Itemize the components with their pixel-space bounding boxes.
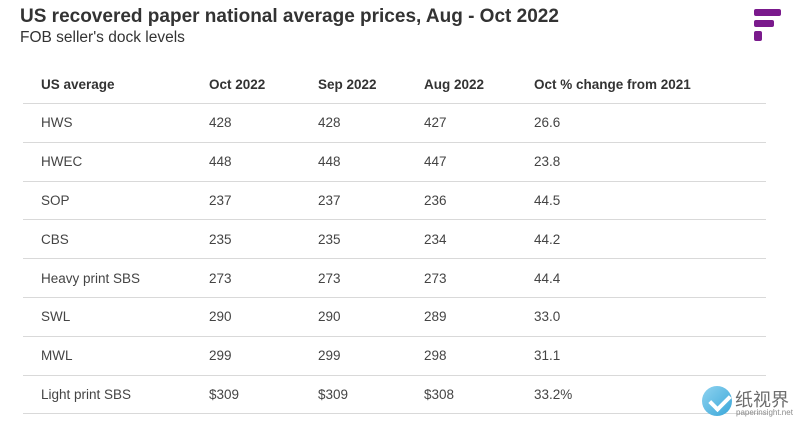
column-header: Oct 2022 <box>191 66 300 104</box>
price-cell: 31.1 <box>516 336 766 376</box>
price-cell: 237 <box>300 181 406 221</box>
grade-name-cell: Heavy print SBS <box>23 258 191 298</box>
chart-title: US recovered paper national average pric… <box>20 6 559 27</box>
price-cell: 234 <box>406 219 516 260</box>
price-cell: 428 <box>191 103 300 143</box>
chart-subtitle: FOB seller's dock levels <box>20 29 185 46</box>
price-cell: $309 <box>191 375 300 415</box>
price-cell: 298 <box>406 336 516 376</box>
grade-name-cell: HWS <box>23 103 191 143</box>
grade-name-cell: CBS <box>23 219 191 260</box>
price-cell: 44.2 <box>516 219 766 260</box>
table-row: MWL 299 299 298 31.1 <box>23 336 766 376</box>
price-cell: 289 <box>406 297 516 337</box>
table-row: Light print SBS $309 $309 $308 33.2% <box>23 375 766 415</box>
price-cell: 236 <box>406 181 516 221</box>
table-row: CBS 235 235 234 44.2 <box>23 219 766 260</box>
price-cell: 273 <box>300 258 406 298</box>
price-cell: 299 <box>300 336 406 376</box>
table-header-row: US average Oct 2022 Sep 2022 Aug 2022 Oct % … <box>23 66 766 104</box>
grade-name-cell: Light print SBS <box>23 375 191 415</box>
price-cell: 237 <box>191 181 300 221</box>
column-header: Oct % change from 2021 <box>516 66 766 104</box>
price-cell: 290 <box>191 297 300 337</box>
table-row: HWEC 448 448 447 23.8 <box>23 142 766 182</box>
price-table: US average Oct 2022 Sep 2022 Aug 2022 Oct % … <box>23 66 766 415</box>
grade-name-cell: SOP <box>23 181 191 221</box>
price-cell: $308 <box>406 375 516 415</box>
watermark-url-text: paperinsight.net <box>736 408 793 417</box>
table-row: HWS 428 428 427 26.6 <box>23 103 766 143</box>
price-cell: 299 <box>191 336 300 376</box>
price-cell: 448 <box>191 142 300 182</box>
watermark-chinese-text: 纸视界 <box>735 390 789 411</box>
price-cell: $309 <box>300 375 406 415</box>
table-row: SOP 237 237 236 44.5 <box>23 181 766 221</box>
table-row: SWL 290 290 289 33.0 <box>23 297 766 337</box>
price-cell: 273 <box>406 258 516 298</box>
price-cell: 290 <box>300 297 406 337</box>
brand-logo-icon <box>754 9 781 41</box>
grade-name-cell: HWEC <box>23 142 191 182</box>
column-header: US average <box>23 66 191 104</box>
price-cell: 33.0 <box>516 297 766 337</box>
price-cell: 235 <box>191 219 300 260</box>
grade-name-cell: MWL <box>23 336 191 376</box>
column-header: Sep 2022 <box>300 66 406 104</box>
price-cell: 26.6 <box>516 103 766 143</box>
price-cell: 448 <box>300 142 406 182</box>
grade-name-cell: SWL <box>23 297 191 337</box>
price-cell: 23.8 <box>516 142 766 182</box>
price-cell: 447 <box>406 142 516 182</box>
table-body: HWS 428 428 427 26.6 HWEC 448 448 447 23.8 SOP 237 2… <box>23 103 766 415</box>
price-cell: 273 <box>191 258 300 298</box>
price-cell: 44.5 <box>516 181 766 221</box>
price-cell: 428 <box>300 103 406 143</box>
table-row: Heavy print SBS 273 273 273 44.4 <box>23 258 766 298</box>
watermark: 纸视界 paperinsight.net <box>700 384 799 421</box>
check-circle-icon <box>702 386 732 416</box>
price-cell: 235 <box>300 219 406 260</box>
price-cell: 427 <box>406 103 516 143</box>
price-cell: 44.4 <box>516 258 766 298</box>
column-header: Aug 2022 <box>406 66 516 104</box>
